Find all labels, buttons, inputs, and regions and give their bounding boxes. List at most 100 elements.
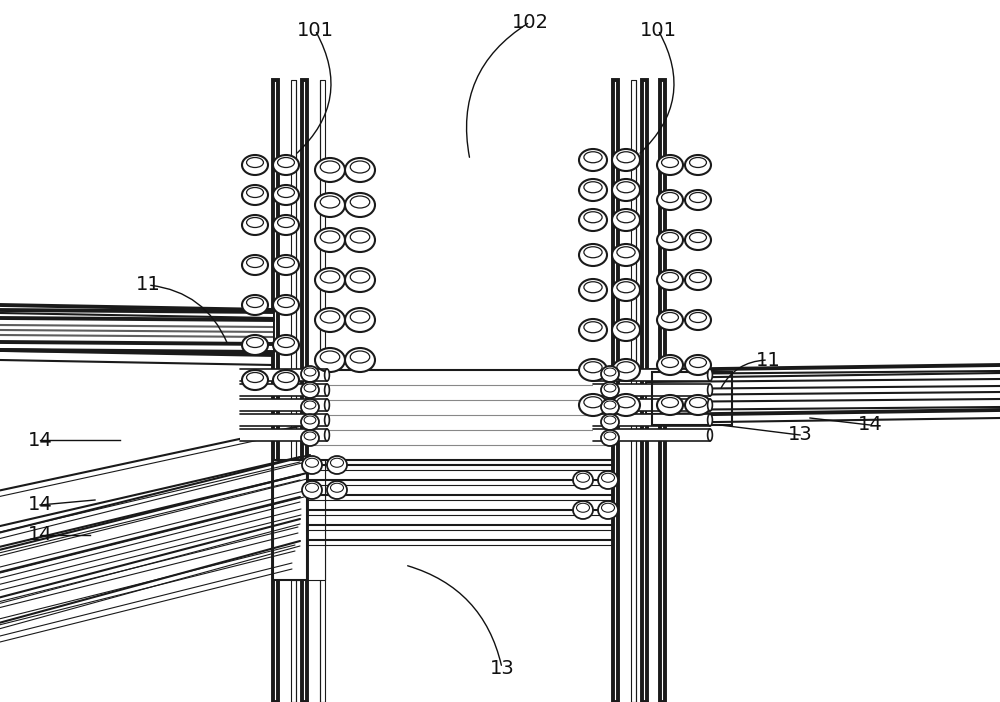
Ellipse shape bbox=[273, 215, 299, 235]
Ellipse shape bbox=[604, 368, 616, 376]
Bar bbox=[613, 80, 618, 702]
Ellipse shape bbox=[247, 157, 263, 168]
Ellipse shape bbox=[685, 355, 711, 375]
Ellipse shape bbox=[306, 483, 318, 492]
Ellipse shape bbox=[579, 279, 607, 301]
Bar bbox=[240, 414, 327, 426]
Ellipse shape bbox=[320, 161, 340, 173]
Ellipse shape bbox=[350, 161, 370, 173]
Ellipse shape bbox=[657, 155, 683, 175]
Ellipse shape bbox=[247, 338, 263, 347]
Text: 13: 13 bbox=[490, 658, 514, 677]
Ellipse shape bbox=[325, 384, 329, 396]
Ellipse shape bbox=[579, 179, 607, 201]
Ellipse shape bbox=[345, 308, 375, 332]
Ellipse shape bbox=[579, 244, 607, 266]
Ellipse shape bbox=[320, 271, 340, 283]
Ellipse shape bbox=[690, 232, 706, 242]
Ellipse shape bbox=[662, 397, 678, 407]
Text: 11: 11 bbox=[756, 350, 780, 369]
Bar bbox=[593, 384, 710, 396]
Ellipse shape bbox=[350, 196, 370, 208]
Ellipse shape bbox=[598, 501, 618, 519]
Ellipse shape bbox=[601, 430, 619, 446]
Bar bbox=[240, 384, 327, 396]
Ellipse shape bbox=[304, 368, 316, 376]
Ellipse shape bbox=[584, 397, 602, 408]
Ellipse shape bbox=[612, 244, 640, 266]
Ellipse shape bbox=[604, 432, 616, 440]
Ellipse shape bbox=[301, 382, 319, 398]
Ellipse shape bbox=[685, 190, 711, 210]
Bar bbox=[273, 80, 278, 702]
Ellipse shape bbox=[273, 155, 299, 175]
Ellipse shape bbox=[315, 228, 345, 252]
Ellipse shape bbox=[584, 322, 602, 333]
Ellipse shape bbox=[604, 416, 616, 424]
Ellipse shape bbox=[685, 230, 711, 250]
Bar bbox=[273, 460, 307, 580]
Bar bbox=[642, 80, 647, 702]
Ellipse shape bbox=[579, 359, 607, 381]
Ellipse shape bbox=[315, 158, 345, 182]
Ellipse shape bbox=[662, 357, 678, 368]
Ellipse shape bbox=[612, 209, 640, 231]
Ellipse shape bbox=[301, 414, 319, 430]
Ellipse shape bbox=[247, 218, 263, 227]
Ellipse shape bbox=[242, 185, 268, 205]
Ellipse shape bbox=[273, 295, 299, 315]
Ellipse shape bbox=[579, 149, 607, 171]
Ellipse shape bbox=[247, 258, 263, 267]
Ellipse shape bbox=[301, 366, 319, 382]
Bar bbox=[240, 429, 327, 441]
Ellipse shape bbox=[247, 187, 263, 197]
Ellipse shape bbox=[320, 231, 340, 243]
Ellipse shape bbox=[612, 394, 640, 416]
Ellipse shape bbox=[612, 149, 640, 171]
Ellipse shape bbox=[662, 272, 678, 282]
Ellipse shape bbox=[662, 192, 678, 202]
Ellipse shape bbox=[584, 182, 602, 193]
Ellipse shape bbox=[604, 384, 616, 392]
Ellipse shape bbox=[612, 179, 640, 201]
Ellipse shape bbox=[304, 401, 316, 409]
Ellipse shape bbox=[690, 312, 706, 322]
Ellipse shape bbox=[584, 152, 602, 163]
Ellipse shape bbox=[708, 429, 712, 441]
Ellipse shape bbox=[242, 255, 268, 275]
Text: 14: 14 bbox=[858, 416, 882, 435]
Ellipse shape bbox=[320, 311, 340, 323]
Ellipse shape bbox=[345, 268, 375, 292]
Ellipse shape bbox=[573, 471, 593, 489]
Ellipse shape bbox=[579, 394, 607, 416]
Ellipse shape bbox=[612, 359, 640, 381]
Ellipse shape bbox=[350, 231, 370, 243]
Ellipse shape bbox=[601, 366, 619, 382]
Ellipse shape bbox=[617, 152, 635, 163]
Ellipse shape bbox=[315, 348, 345, 372]
Bar bbox=[647, 378, 1000, 415]
Ellipse shape bbox=[576, 473, 590, 482]
Ellipse shape bbox=[690, 357, 706, 368]
Ellipse shape bbox=[576, 503, 590, 512]
Ellipse shape bbox=[584, 212, 602, 223]
Ellipse shape bbox=[685, 310, 711, 330]
Bar bbox=[0, 313, 273, 355]
Ellipse shape bbox=[315, 308, 345, 332]
Text: 11: 11 bbox=[136, 275, 160, 295]
Ellipse shape bbox=[330, 483, 344, 492]
Bar bbox=[593, 369, 710, 381]
Ellipse shape bbox=[601, 382, 619, 398]
Ellipse shape bbox=[612, 279, 640, 301]
Ellipse shape bbox=[304, 384, 316, 392]
Ellipse shape bbox=[301, 399, 319, 415]
Ellipse shape bbox=[247, 298, 263, 307]
Ellipse shape bbox=[325, 414, 329, 426]
Ellipse shape bbox=[690, 157, 706, 168]
Ellipse shape bbox=[345, 348, 375, 372]
Ellipse shape bbox=[330, 458, 344, 468]
Ellipse shape bbox=[598, 471, 618, 489]
Text: 102: 102 bbox=[512, 13, 548, 32]
Ellipse shape bbox=[662, 157, 678, 168]
Ellipse shape bbox=[315, 193, 345, 217]
